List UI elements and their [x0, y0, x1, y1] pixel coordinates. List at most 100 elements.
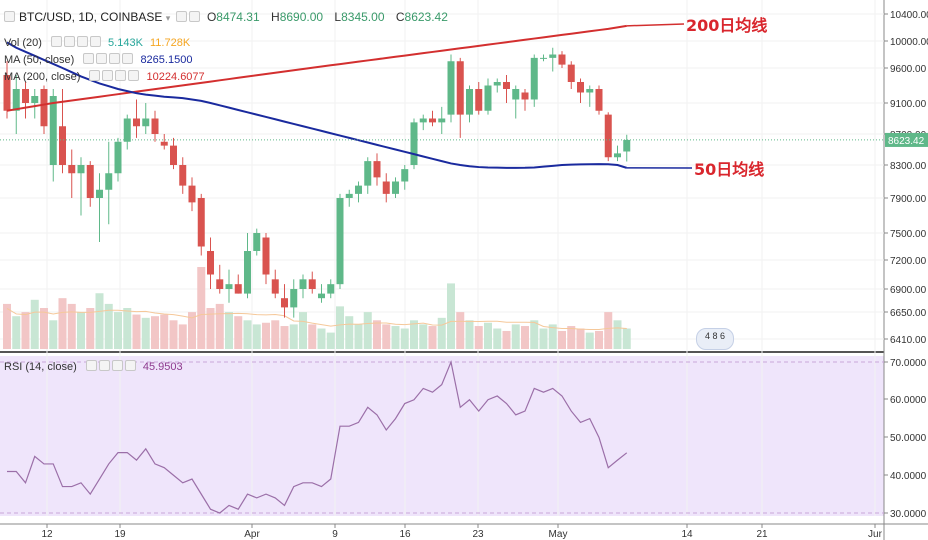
time-tick-label: 21: [756, 529, 768, 540]
candle-body: [68, 165, 76, 174]
candle-body: [271, 279, 279, 294]
ma200-line: [6, 24, 627, 112]
volume-bar: [132, 314, 141, 349]
ma200-label: MA (200, close): [4, 71, 81, 83]
candle-body: [86, 165, 94, 198]
more-icon[interactable]: [124, 360, 136, 371]
eye-icon[interactable]: [175, 11, 187, 22]
candle-body: [225, 284, 233, 289]
rsi-tick-label: 50.0000: [890, 433, 927, 444]
more-icon[interactable]: [89, 36, 101, 47]
price-tick-label: 9100.00: [890, 99, 927, 110]
volume-bar: [40, 308, 48, 349]
interval-chevron-icon[interactable]: ▾: [165, 13, 171, 23]
candle-body: [401, 169, 409, 182]
eye-icon[interactable]: [85, 360, 97, 371]
volume-bar: [400, 328, 409, 349]
close-icon[interactable]: [76, 36, 88, 47]
candle-body: [96, 189, 103, 198]
volume-bar: [58, 298, 67, 349]
volume-bar: [521, 326, 529, 349]
candle-body: [151, 118, 159, 134]
high-value: 8690.00: [279, 10, 324, 24]
candle-body: [429, 118, 436, 123]
close-icon[interactable]: [115, 70, 127, 81]
candle-body: [170, 145, 177, 165]
time-tick-label: Apr: [244, 529, 260, 540]
candle-body: [77, 165, 85, 174]
close-icon[interactable]: [111, 360, 123, 371]
watermark-logo: 4 8 6: [696, 328, 734, 350]
candle-body: [577, 82, 584, 93]
volume-bar: [336, 306, 344, 349]
volume-bar: [437, 317, 446, 349]
volume-bar: [280, 326, 289, 349]
candle-body: [22, 89, 29, 103]
close-icon[interactable]: [109, 53, 121, 64]
settings-icon[interactable]: [188, 11, 200, 22]
candle-body: [512, 89, 520, 100]
volume-bar: [345, 316, 354, 349]
ma200-legend: MA (200, close) 10224.6077: [4, 70, 205, 83]
volume-bar: [373, 320, 381, 349]
volume-bar: [151, 316, 159, 349]
candle-body: [207, 251, 214, 275]
collapse-icon[interactable]: [4, 11, 15, 22]
volume-bar: [49, 320, 58, 349]
eye-icon[interactable]: [50, 36, 62, 47]
volume-bar: [576, 328, 585, 349]
candle-body: [49, 96, 57, 165]
volume-bar: [447, 283, 455, 349]
candle-body: [438, 118, 446, 123]
more-icon[interactable]: [128, 70, 140, 81]
rsi-tick-label: 70.0000: [890, 358, 927, 369]
volume-bar: [77, 312, 85, 349]
eye-icon[interactable]: [89, 70, 101, 81]
candle-body: [197, 198, 205, 247]
settings-icon[interactable]: [96, 53, 108, 64]
volume-bar: [21, 312, 30, 349]
candle-body: [586, 89, 594, 93]
volume-bar: [67, 303, 76, 349]
price-tick-label: 7500.00: [890, 229, 927, 240]
candle-body: [604, 114, 612, 158]
settings-icon[interactable]: [63, 36, 75, 47]
price-tick-label: 6410.00: [890, 335, 927, 346]
volume-bar: [474, 326, 483, 349]
price-tick-label: 6900.00: [890, 285, 927, 296]
candle-body: [364, 161, 372, 186]
volume-bar: [595, 330, 603, 349]
candle-body: [521, 92, 529, 100]
close-value: 8623.42: [404, 10, 448, 24]
candle-body: [179, 165, 187, 186]
close-label: C: [395, 10, 405, 24]
candle-body: [336, 198, 344, 285]
time-tick-label: 12: [41, 529, 53, 540]
volume-bar: [3, 303, 11, 349]
rsi-line: [7, 359, 628, 514]
candle-body: [623, 139, 631, 152]
candle-body: [318, 293, 325, 299]
settings-icon[interactable]: [98, 360, 110, 371]
volume-bar: [456, 312, 465, 349]
time-tick-label: Jur: [868, 529, 883, 540]
price-tick-label: 7200.00: [890, 256, 927, 267]
eye-icon[interactable]: [83, 53, 95, 64]
candle-body: [503, 82, 510, 89]
symbol-legend: BTC/USD, 1D, COINBASE ▾ O8474.31 H8690.0…: [4, 10, 456, 24]
time-tick-label: May: [549, 529, 568, 540]
volume-bar: [169, 320, 178, 349]
candle-body: [456, 61, 464, 115]
candle-body: [244, 251, 251, 294]
candle-body: [234, 284, 242, 294]
settings-icon[interactable]: [102, 70, 114, 81]
candle-body: [419, 118, 427, 123]
ma50-annotation: 50日均线: [694, 160, 765, 179]
volume-bar: [604, 312, 613, 349]
volume-bar: [188, 312, 196, 349]
more-icon[interactable]: [122, 53, 134, 64]
volume-bar: [382, 324, 391, 349]
candle-body: [281, 298, 288, 308]
price-tick-label: 10400.00: [890, 10, 928, 21]
